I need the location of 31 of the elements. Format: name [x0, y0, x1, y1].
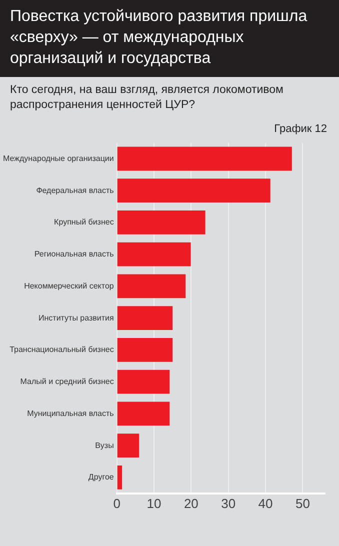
bar: [117, 370, 170, 394]
y-tick-label: Муниципальная власть: [27, 408, 114, 418]
chart-subtitle: Кто сегодня, на ваш взгляд, является локомотивом распространения ценностей ЦУР?: [9, 83, 284, 113]
y-tick-label: Институты развития: [38, 313, 114, 322]
y-tick-label: Региональная власть: [34, 250, 114, 259]
bar: [117, 146, 292, 171]
bar: [117, 402, 170, 426]
x-tick-label: 10: [146, 496, 162, 511]
x-tick-label: 0: [113, 496, 120, 511]
y-tick-label: Другое: [88, 472, 114, 482]
y-tick-label: Международные организации: [3, 154, 114, 163]
bar: [117, 466, 122, 490]
y-tick-label: Крупный бизнес: [54, 218, 114, 227]
bar: [117, 274, 186, 298]
x-tick-label: 20: [184, 496, 198, 511]
y-tick-label: Некоммерческий сектор: [24, 281, 114, 290]
y-tick-label: Транснациональный бизнес: [10, 345, 114, 354]
bar: [117, 178, 270, 203]
y-tick-label: Федеральная власть: [36, 186, 114, 195]
bar: [117, 242, 191, 266]
text: График 12: [273, 122, 328, 135]
y-tick-label: Вузы: [95, 440, 114, 450]
bar: [117, 434, 140, 458]
chart-title: Повестка устойчивого развития пришла «сверху» — от международных организаций и государства: [0, 0, 339, 77]
x-tick-label: 30: [221, 496, 236, 511]
bar: [117, 306, 173, 330]
bar: [117, 338, 173, 362]
x-tick-label: 40: [258, 496, 273, 511]
y-tick-label: Малый и средний бизнес: [20, 377, 114, 386]
x-tick-label: 50: [295, 496, 310, 511]
bar: [117, 210, 206, 234]
